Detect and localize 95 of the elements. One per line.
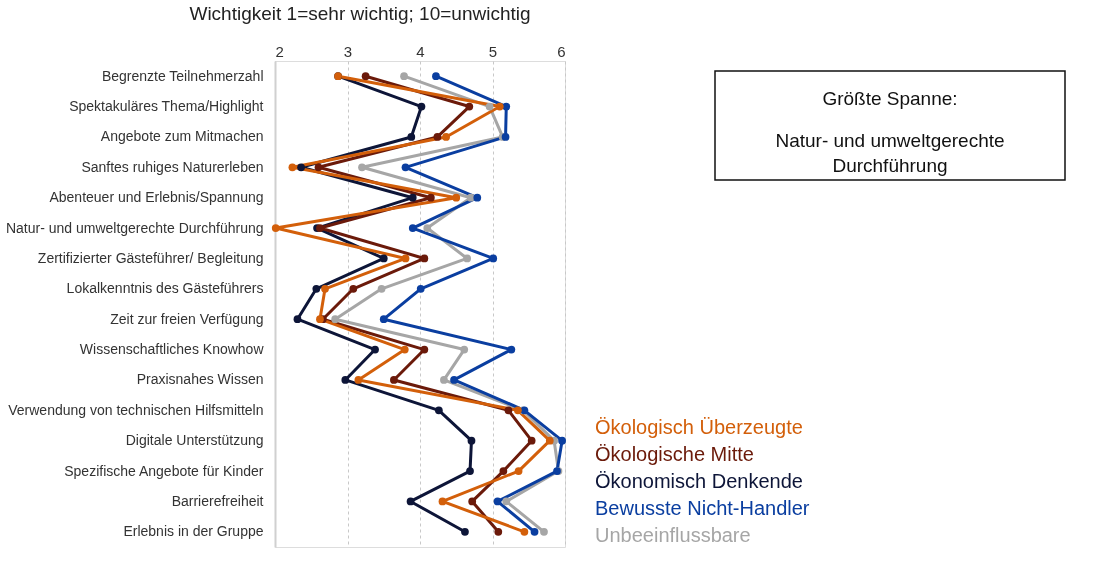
point bbox=[527, 436, 536, 445]
point bbox=[460, 345, 469, 354]
point bbox=[271, 224, 280, 232]
point bbox=[499, 467, 508, 475]
point bbox=[485, 102, 494, 111]
point bbox=[427, 193, 435, 202]
y-tick-label: Begrenzte Teilnehmerzahl bbox=[101, 67, 264, 84]
point bbox=[293, 315, 302, 324]
point bbox=[507, 345, 516, 354]
text: Größte Spanne: bbox=[822, 88, 958, 109]
y-tick-label: Natur- und umweltgerechte Durchführung bbox=[5, 219, 264, 236]
y-tick-label: Erlebnis in der Gruppe bbox=[123, 523, 264, 540]
point bbox=[442, 133, 450, 141]
y-tick-label: Spezifische Angebote für Kinder bbox=[64, 462, 264, 479]
y-tick-label: Zertifizierter Gästeführer/ Begleitung bbox=[37, 249, 264, 266]
y-tick-label: Verwendung von technischen Hilfsmitteln bbox=[8, 401, 264, 418]
x-tick-label: 2 bbox=[275, 42, 284, 60]
point bbox=[473, 193, 482, 202]
point bbox=[420, 254, 429, 263]
point bbox=[400, 345, 409, 354]
point bbox=[520, 527, 529, 536]
point bbox=[408, 224, 417, 232]
point bbox=[341, 376, 350, 384]
point bbox=[465, 102, 474, 111]
point bbox=[432, 72, 440, 81]
point bbox=[493, 497, 502, 506]
text: Ökologische Mitte bbox=[595, 443, 754, 465]
point bbox=[450, 376, 458, 384]
x-tick-label: 3 bbox=[343, 42, 353, 60]
point bbox=[407, 133, 416, 141]
text: Ökologisch Überzeugte bbox=[595, 416, 803, 438]
point bbox=[361, 72, 370, 81]
point bbox=[331, 315, 340, 324]
point bbox=[349, 284, 358, 293]
point bbox=[406, 497, 415, 506]
text: Unbeeinflussbare bbox=[595, 524, 751, 546]
point bbox=[468, 497, 477, 506]
y-tick-label: Abenteuer und Erlebnis/Spannung bbox=[49, 189, 264, 206]
y-tick-label: Sanftes ruhiges Naturerleben bbox=[81, 158, 264, 175]
point bbox=[545, 436, 554, 445]
point bbox=[495, 102, 504, 111]
point bbox=[530, 527, 539, 536]
point bbox=[354, 376, 363, 384]
point bbox=[494, 527, 503, 536]
y-tick-label: Wissenschaftliches Knowhow bbox=[79, 341, 265, 358]
point bbox=[358, 163, 366, 172]
point bbox=[420, 345, 429, 354]
y-tick-label: Angebote zum Mitmachen bbox=[100, 128, 264, 145]
x-tick-label: 4 bbox=[416, 42, 425, 60]
point bbox=[466, 467, 474, 475]
chart-title: Wichtigkeit 1=sehr wichtig; 10=unwichtig bbox=[189, 3, 531, 24]
point bbox=[540, 527, 548, 536]
point bbox=[401, 163, 410, 172]
point bbox=[390, 376, 398, 384]
y-tick-label: Zeit zur freien Verfügung bbox=[110, 310, 264, 327]
point bbox=[440, 376, 448, 384]
point bbox=[401, 254, 410, 263]
point bbox=[463, 254, 471, 263]
point bbox=[377, 284, 386, 293]
point bbox=[312, 284, 321, 293]
point bbox=[434, 406, 443, 415]
point bbox=[423, 224, 432, 232]
point bbox=[321, 284, 329, 293]
point bbox=[514, 467, 523, 475]
point bbox=[417, 102, 426, 111]
point bbox=[297, 163, 305, 172]
point bbox=[514, 406, 522, 415]
text: Ökonomisch Denkende bbox=[595, 470, 803, 492]
point bbox=[379, 254, 388, 263]
point bbox=[379, 315, 388, 324]
point bbox=[466, 193, 475, 202]
point bbox=[502, 497, 511, 506]
x-tick-label: 5 bbox=[488, 42, 498, 60]
point bbox=[408, 193, 417, 202]
y-tick-label: Spektakuläres Thema/Highlight bbox=[69, 98, 264, 115]
y-tick-label: Praxisnahes Wissen bbox=[136, 371, 264, 388]
y-tick-label: Barrierefreiheit bbox=[171, 492, 264, 509]
x-tick-label: 6 bbox=[557, 42, 566, 60]
y-tick-label: Lokalkenntnis des Gästeführers bbox=[66, 280, 264, 297]
point bbox=[288, 163, 297, 172]
point bbox=[416, 284, 425, 293]
point bbox=[461, 527, 469, 536]
text: Bewusste Nicht-Handler bbox=[595, 497, 810, 519]
point bbox=[558, 436, 566, 445]
point bbox=[489, 254, 498, 263]
text: Natur- und umweltgerechte Durchführung bbox=[775, 129, 1005, 176]
point bbox=[452, 193, 461, 202]
point bbox=[504, 406, 513, 415]
point bbox=[371, 345, 379, 354]
point bbox=[438, 497, 447, 506]
point bbox=[400, 72, 408, 81]
point bbox=[314, 163, 323, 172]
point bbox=[467, 436, 476, 445]
point bbox=[433, 133, 442, 141]
y-tick-label: Digitale Unterstützung bbox=[125, 432, 264, 449]
